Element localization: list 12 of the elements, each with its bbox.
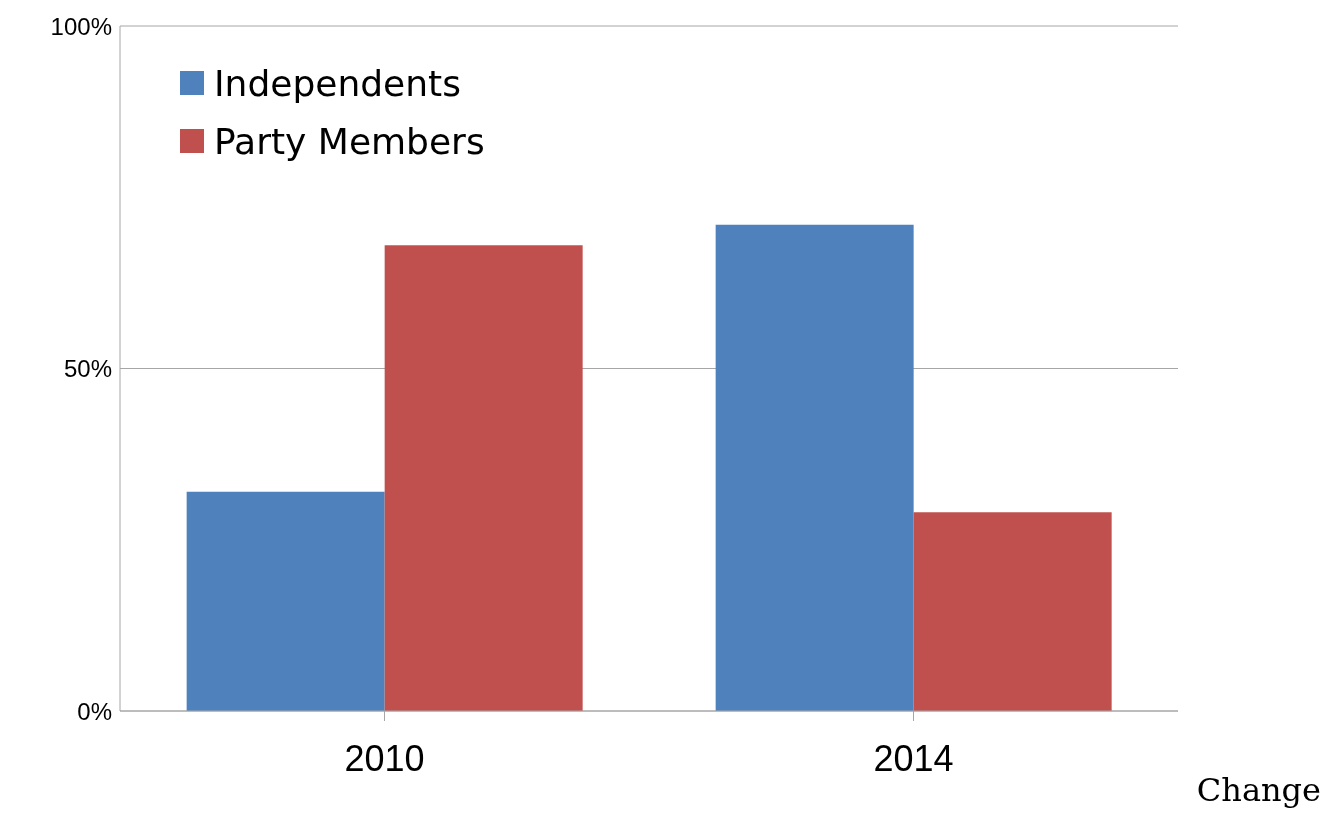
x-tick-label: 2014	[873, 737, 954, 779]
legend-label: Party Members	[214, 120, 485, 162]
y-tick-label: 50%	[63, 355, 112, 383]
y-tick-label: 0%	[77, 697, 112, 725]
bar	[384, 245, 583, 711]
bar	[186, 491, 385, 711]
bar	[913, 512, 1112, 711]
x-tick-label: 2010	[344, 737, 425, 779]
bar	[715, 224, 914, 711]
legend-label: Independents	[214, 62, 461, 104]
y-tick-label: 100%	[50, 12, 112, 40]
text: Change	[1196, 771, 1321, 809]
